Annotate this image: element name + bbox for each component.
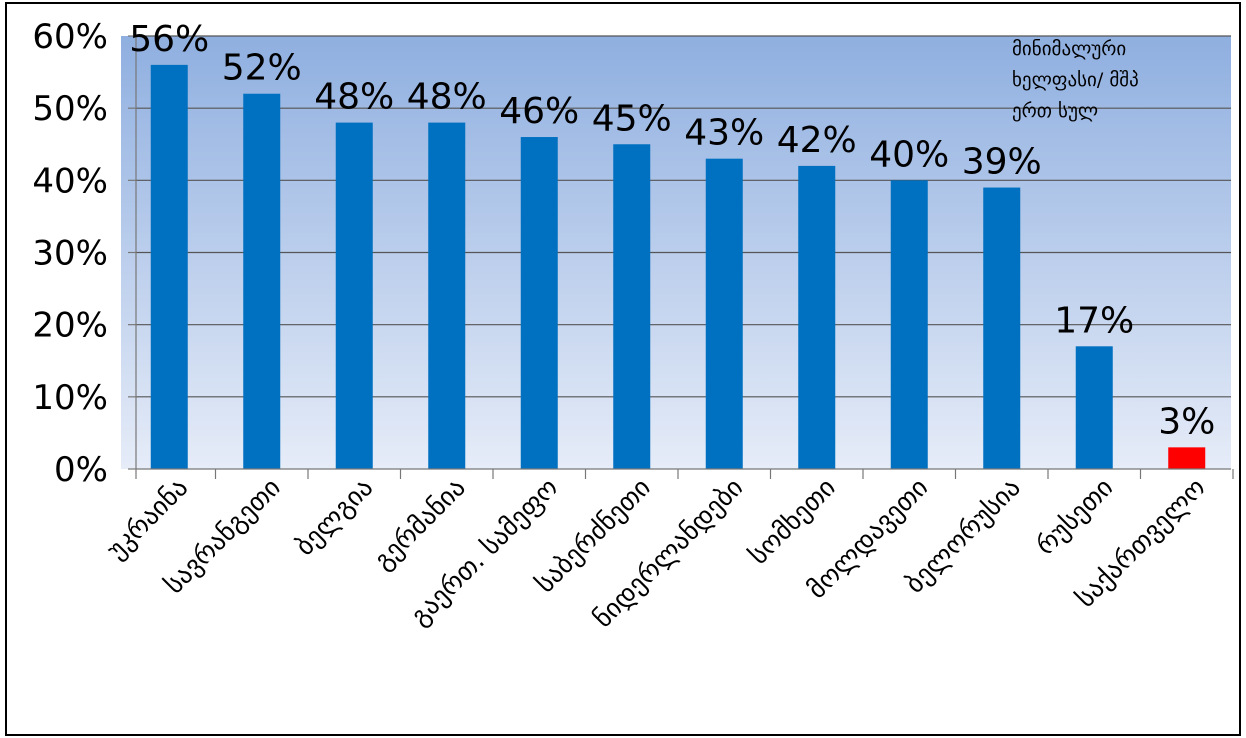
- bar: [243, 93, 281, 469]
- data-label: 52%: [222, 48, 302, 89]
- bars: [150, 64, 1206, 470]
- bar: [335, 122, 373, 469]
- data-label: 46%: [499, 91, 579, 132]
- bar: [798, 165, 836, 469]
- annotation-line: მინიმალური: [1012, 38, 1126, 60]
- grid-lines: [136, 35, 1231, 398]
- bar: [1168, 447, 1206, 469]
- y-tick-label: 0%: [54, 450, 108, 490]
- data-label: 42%: [777, 120, 857, 161]
- axes: [128, 35, 1234, 479]
- bar: [613, 144, 651, 469]
- bar: [150, 64, 188, 469]
- bar: [983, 187, 1021, 470]
- y-tick-labels: 0% 10% 20% 30% 40% 50% 60%: [32, 17, 108, 490]
- data-label: 45%: [592, 98, 672, 139]
- annotation: მინიმალური ხელფასი/ მშპ ერთ სულ: [1012, 38, 1139, 122]
- annotation-line: ხელფასი/ მშპ: [1012, 69, 1139, 91]
- bar: [1075, 346, 1113, 469]
- y-tick-label: 50%: [32, 89, 108, 129]
- y-tick-label: 10%: [32, 378, 108, 418]
- y-tick-label: 60%: [32, 17, 108, 57]
- y-tick-label: 20%: [32, 306, 108, 346]
- data-label: 48%: [314, 77, 394, 118]
- data-label: 40%: [869, 134, 949, 175]
- data-label: 56%: [129, 19, 209, 60]
- data-label: 17%: [1054, 300, 1134, 341]
- bar: [520, 137, 558, 470]
- data-label: 48%: [407, 77, 487, 118]
- data-label: 39%: [962, 142, 1042, 183]
- data-labels: 56% 52% 48% 48% 46% 45% 43% 42% 40% 39% 17% 3%: [129, 19, 1215, 442]
- y-tick-label: 40%: [32, 161, 108, 201]
- data-label: 43%: [684, 113, 764, 154]
- bar: [705, 158, 743, 469]
- annotation-line: ერთ სულ: [1012, 100, 1098, 122]
- y-tick-label: 30%: [32, 234, 108, 274]
- bar: [890, 180, 928, 470]
- bar: [428, 122, 466, 469]
- data-label: 3%: [1158, 401, 1215, 442]
